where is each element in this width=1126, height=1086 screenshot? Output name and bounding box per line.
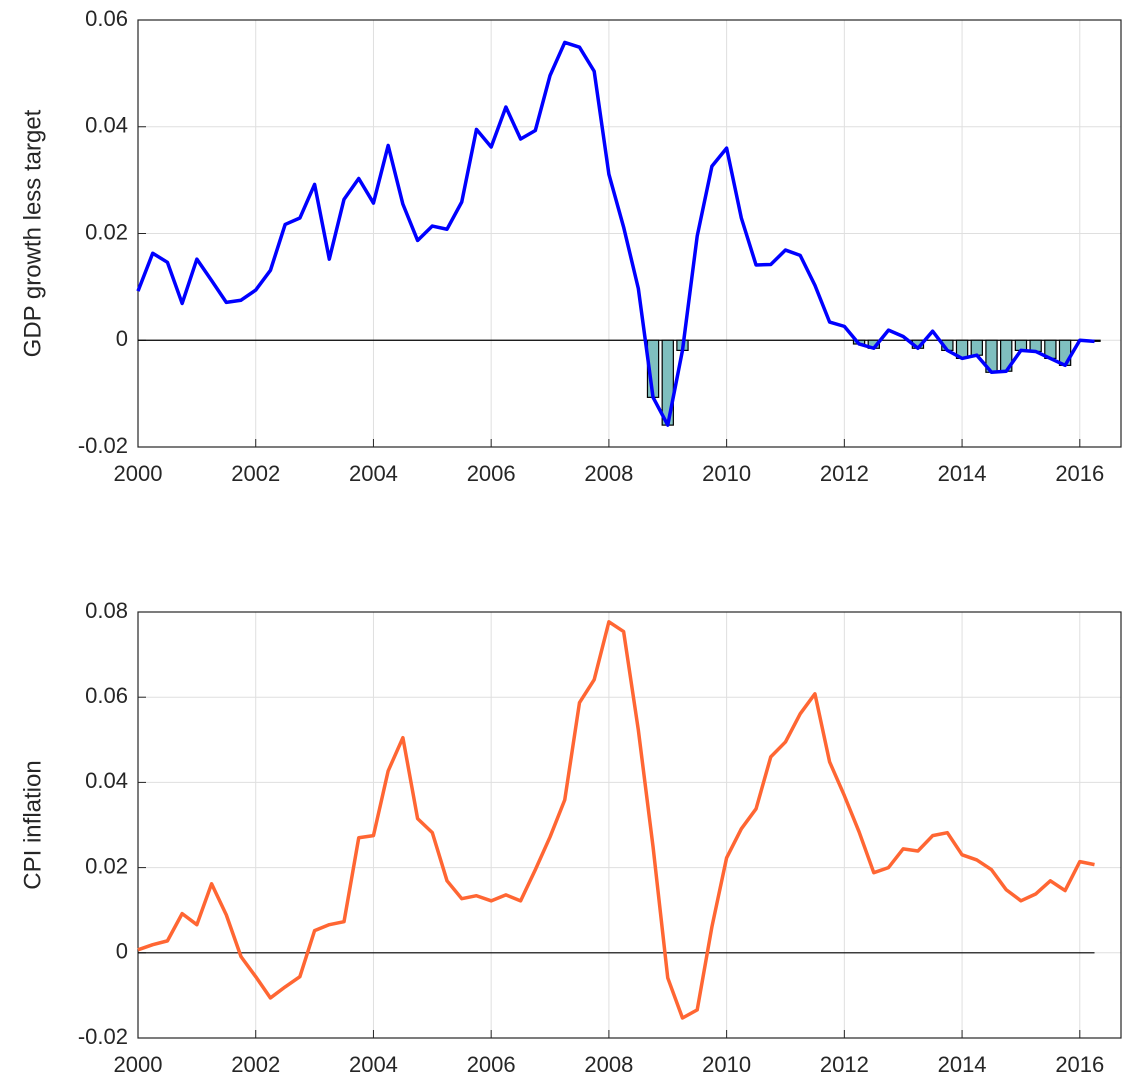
y-tick-label: 0.04 <box>85 768 128 793</box>
x-tick-label: 2000 <box>114 461 163 486</box>
axes-frame <box>137 611 1122 1039</box>
y-tick-label: -0.02 <box>78 1024 128 1049</box>
y-tick-label: 0 <box>116 326 128 351</box>
axes-frame <box>137 19 1122 448</box>
y-tick-label: 0.08 <box>85 598 128 623</box>
y-tick-label: 0.04 <box>85 113 128 138</box>
x-tick-label: 2012 <box>820 461 869 486</box>
x-tick-label: 2008 <box>584 1052 633 1077</box>
y-tick-label: 0.06 <box>85 6 128 31</box>
x-tick-label: 2008 <box>584 461 633 486</box>
y-axis-label: CPI inflation <box>19 760 46 889</box>
x-tick-label: 2004 <box>349 1052 398 1077</box>
y-axis-label: GDP growth less target <box>19 109 46 357</box>
x-tick-label: 2012 <box>820 1052 869 1077</box>
y-tick-label: 0 <box>116 939 128 964</box>
x-tick-label: 2010 <box>702 1052 751 1077</box>
x-tick-label: 2014 <box>938 1052 987 1077</box>
x-tick-label: 2004 <box>349 461 398 486</box>
x-tick-label: 2002 <box>231 1052 280 1077</box>
bar <box>970 339 983 356</box>
y-tick-label: 0.06 <box>85 683 128 708</box>
x-tick-label: 2016 <box>1055 461 1104 486</box>
x-tick-label: 2002 <box>231 461 280 486</box>
x-tick-label: 2010 <box>702 461 751 486</box>
x-tick-label: 2014 <box>938 461 987 486</box>
data-line <box>136 40 1095 427</box>
data-line <box>137 620 1095 1020</box>
y-tick-label: -0.02 <box>78 433 128 458</box>
x-tick-label: 2006 <box>467 1052 516 1077</box>
x-tick-label: 2016 <box>1055 1052 1104 1077</box>
x-tick-label: 2000 <box>114 1052 163 1077</box>
x-tick-label: 2006 <box>467 461 516 486</box>
y-tick-label: 0.02 <box>85 853 128 878</box>
y-tick-label: 0.02 <box>85 219 128 244</box>
